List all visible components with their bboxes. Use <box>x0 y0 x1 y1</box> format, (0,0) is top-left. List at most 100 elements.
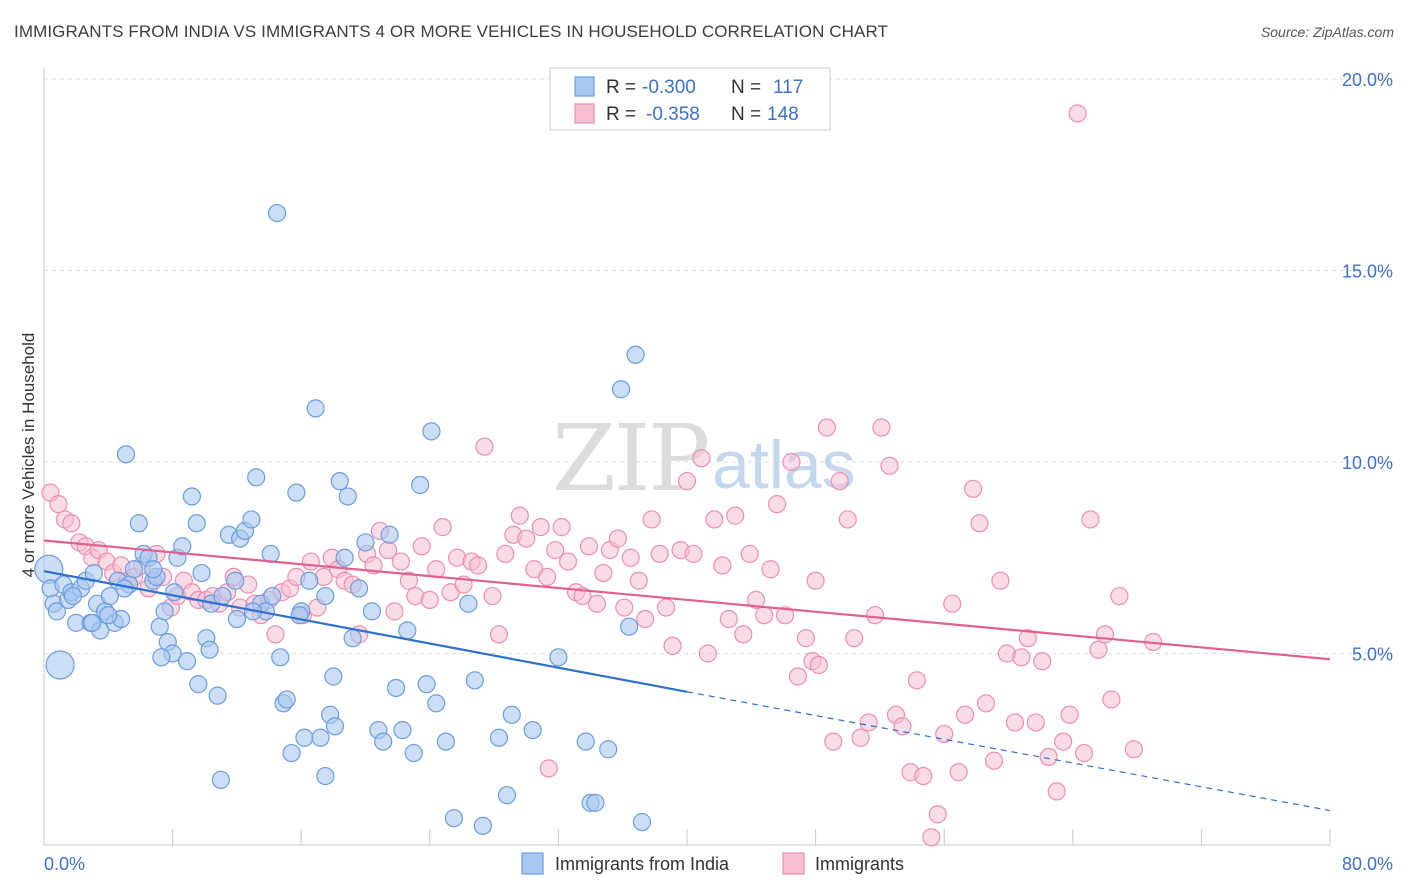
immigrants-point-116 <box>851 728 870 747</box>
immigrants-point-51 <box>399 571 419 590</box>
india-point-90 <box>502 705 521 724</box>
india-point-20 <box>116 445 136 464</box>
india-point-116 <box>99 606 118 625</box>
y-tick-label-20: 20.0% <box>1342 70 1393 90</box>
india-point-71 <box>362 602 382 621</box>
immigrants-point-114 <box>838 510 857 529</box>
legend-box: R = -0.300 N = 117 R = -0.358 N = 148 <box>549 67 831 131</box>
immigrants-point-144 <box>1047 782 1066 801</box>
immigrants-point-53 <box>412 537 431 556</box>
axes <box>43 68 1331 846</box>
legend-r-label-1: R = <box>606 77 636 98</box>
india-point-113 <box>200 640 219 659</box>
india-point-54 <box>277 690 296 709</box>
immigrants-point-153 <box>1110 586 1129 606</box>
legend-r-label-2: R = <box>606 104 636 125</box>
india-point-52 <box>271 648 290 667</box>
immigrants-point-61 <box>468 556 488 575</box>
x-tick-label-0: 0.0% <box>44 854 85 874</box>
y-axis-title: 4 or more Vehicles in Household <box>19 333 38 578</box>
immigrants-point-89 <box>663 636 682 655</box>
immigrants-point-142 <box>1033 652 1052 671</box>
india-point-4 <box>45 650 75 680</box>
india-point-78 <box>404 743 423 763</box>
india-point-16 <box>100 586 120 606</box>
india-point-46 <box>242 510 261 529</box>
india-point-84 <box>444 809 464 828</box>
immigrants-point-150 <box>1089 640 1108 659</box>
india-point-73 <box>374 732 393 751</box>
immigrants-point-54 <box>420 590 439 609</box>
india-point-67 <box>338 487 357 506</box>
immigrants-point-149 <box>1081 510 1100 529</box>
legend-r-value-2: -0.358 <box>646 104 700 125</box>
immigrants-point-78 <box>587 594 607 613</box>
india-point-74 <box>380 525 399 544</box>
immigrants-point-130 <box>949 763 968 782</box>
immigrants-point-94 <box>698 644 717 663</box>
immigrants-point-92 <box>684 544 703 564</box>
source-label: Source: ZipAtlas.com <box>1260 24 1394 40</box>
immigrants-point-37 <box>301 552 320 571</box>
legend-n-label-2: N = <box>731 104 761 125</box>
india-point-79 <box>411 475 430 495</box>
immigrants-point-152 <box>1102 690 1121 709</box>
legend-pink-swatch <box>574 103 595 124</box>
chart-title: IMMIGRANTS FROM INDIA VS IMMIGRANTS 4 OR… <box>14 22 889 41</box>
immigrants-point-135 <box>984 751 1004 770</box>
india-point-107 <box>83 613 102 632</box>
india-point-59 <box>300 571 319 590</box>
india-point-62 <box>316 586 335 606</box>
tick-labels: 0.0% 80.0% 5.0% 10.0% 15.0% 20.0% <box>44 70 1393 874</box>
immigrants-point-96 <box>713 556 732 575</box>
immigrants-point-151 <box>1095 625 1115 644</box>
india-point-110 <box>227 609 246 629</box>
immigrants-point-79 <box>594 563 613 583</box>
india-point-104 <box>189 675 208 694</box>
immigrants-point-139 <box>1012 648 1031 667</box>
india-point-97 <box>611 380 631 399</box>
india-point-75 <box>386 678 406 698</box>
immigrants-point-157 <box>806 571 825 590</box>
immigrants-point-100 <box>740 544 759 564</box>
immigrants-point-91 <box>677 472 697 491</box>
immigrants-point-84 <box>629 571 648 590</box>
immigrants-point-108 <box>796 629 816 648</box>
india-point-60 <box>306 399 325 418</box>
immigrants-point-97 <box>719 609 738 629</box>
immigrants-point-99 <box>734 625 753 644</box>
immigrants-point-63 <box>483 586 502 606</box>
india-point-85 <box>459 594 478 613</box>
immigrants-point-74 <box>558 552 578 571</box>
immigrants-point-129 <box>943 594 962 613</box>
india-point-96 <box>599 740 618 759</box>
immigrants-point-88 <box>657 598 676 617</box>
immigrants-point-131 <box>955 705 975 724</box>
immigrants-point-107 <box>788 667 808 686</box>
immigrants-point-32 <box>266 625 285 644</box>
immigrants-point-111 <box>817 418 836 437</box>
legend-n-label-1: N = <box>731 77 761 98</box>
immigrants-trend-line <box>43 539 1331 661</box>
india-point-28 <box>150 617 169 636</box>
immigrants-point-83 <box>621 548 640 567</box>
immigrants-point-103 <box>761 560 780 579</box>
india-point-43 <box>226 571 245 590</box>
india-point-56 <box>287 483 306 502</box>
immigrants-point-147 <box>1068 104 1087 123</box>
india-point-89 <box>497 786 517 805</box>
immigrants-point-72 <box>546 540 565 560</box>
immigrants-point-104 <box>767 495 787 514</box>
india-point-37 <box>192 563 211 583</box>
immigrants-point-106 <box>782 452 801 472</box>
immigrants-point-148 <box>1074 743 1094 763</box>
immigrants-point-136 <box>991 571 1010 590</box>
india-point-22 <box>124 560 144 579</box>
bottom-legend: Immigrants from India Immigrants <box>521 852 904 875</box>
india-point-70 <box>356 533 375 552</box>
immigrants-point-115 <box>845 629 864 648</box>
india-point-68 <box>343 629 362 648</box>
immigrants-point-110 <box>809 655 828 675</box>
india-point-109 <box>165 583 184 602</box>
india-point-61 <box>311 728 330 747</box>
